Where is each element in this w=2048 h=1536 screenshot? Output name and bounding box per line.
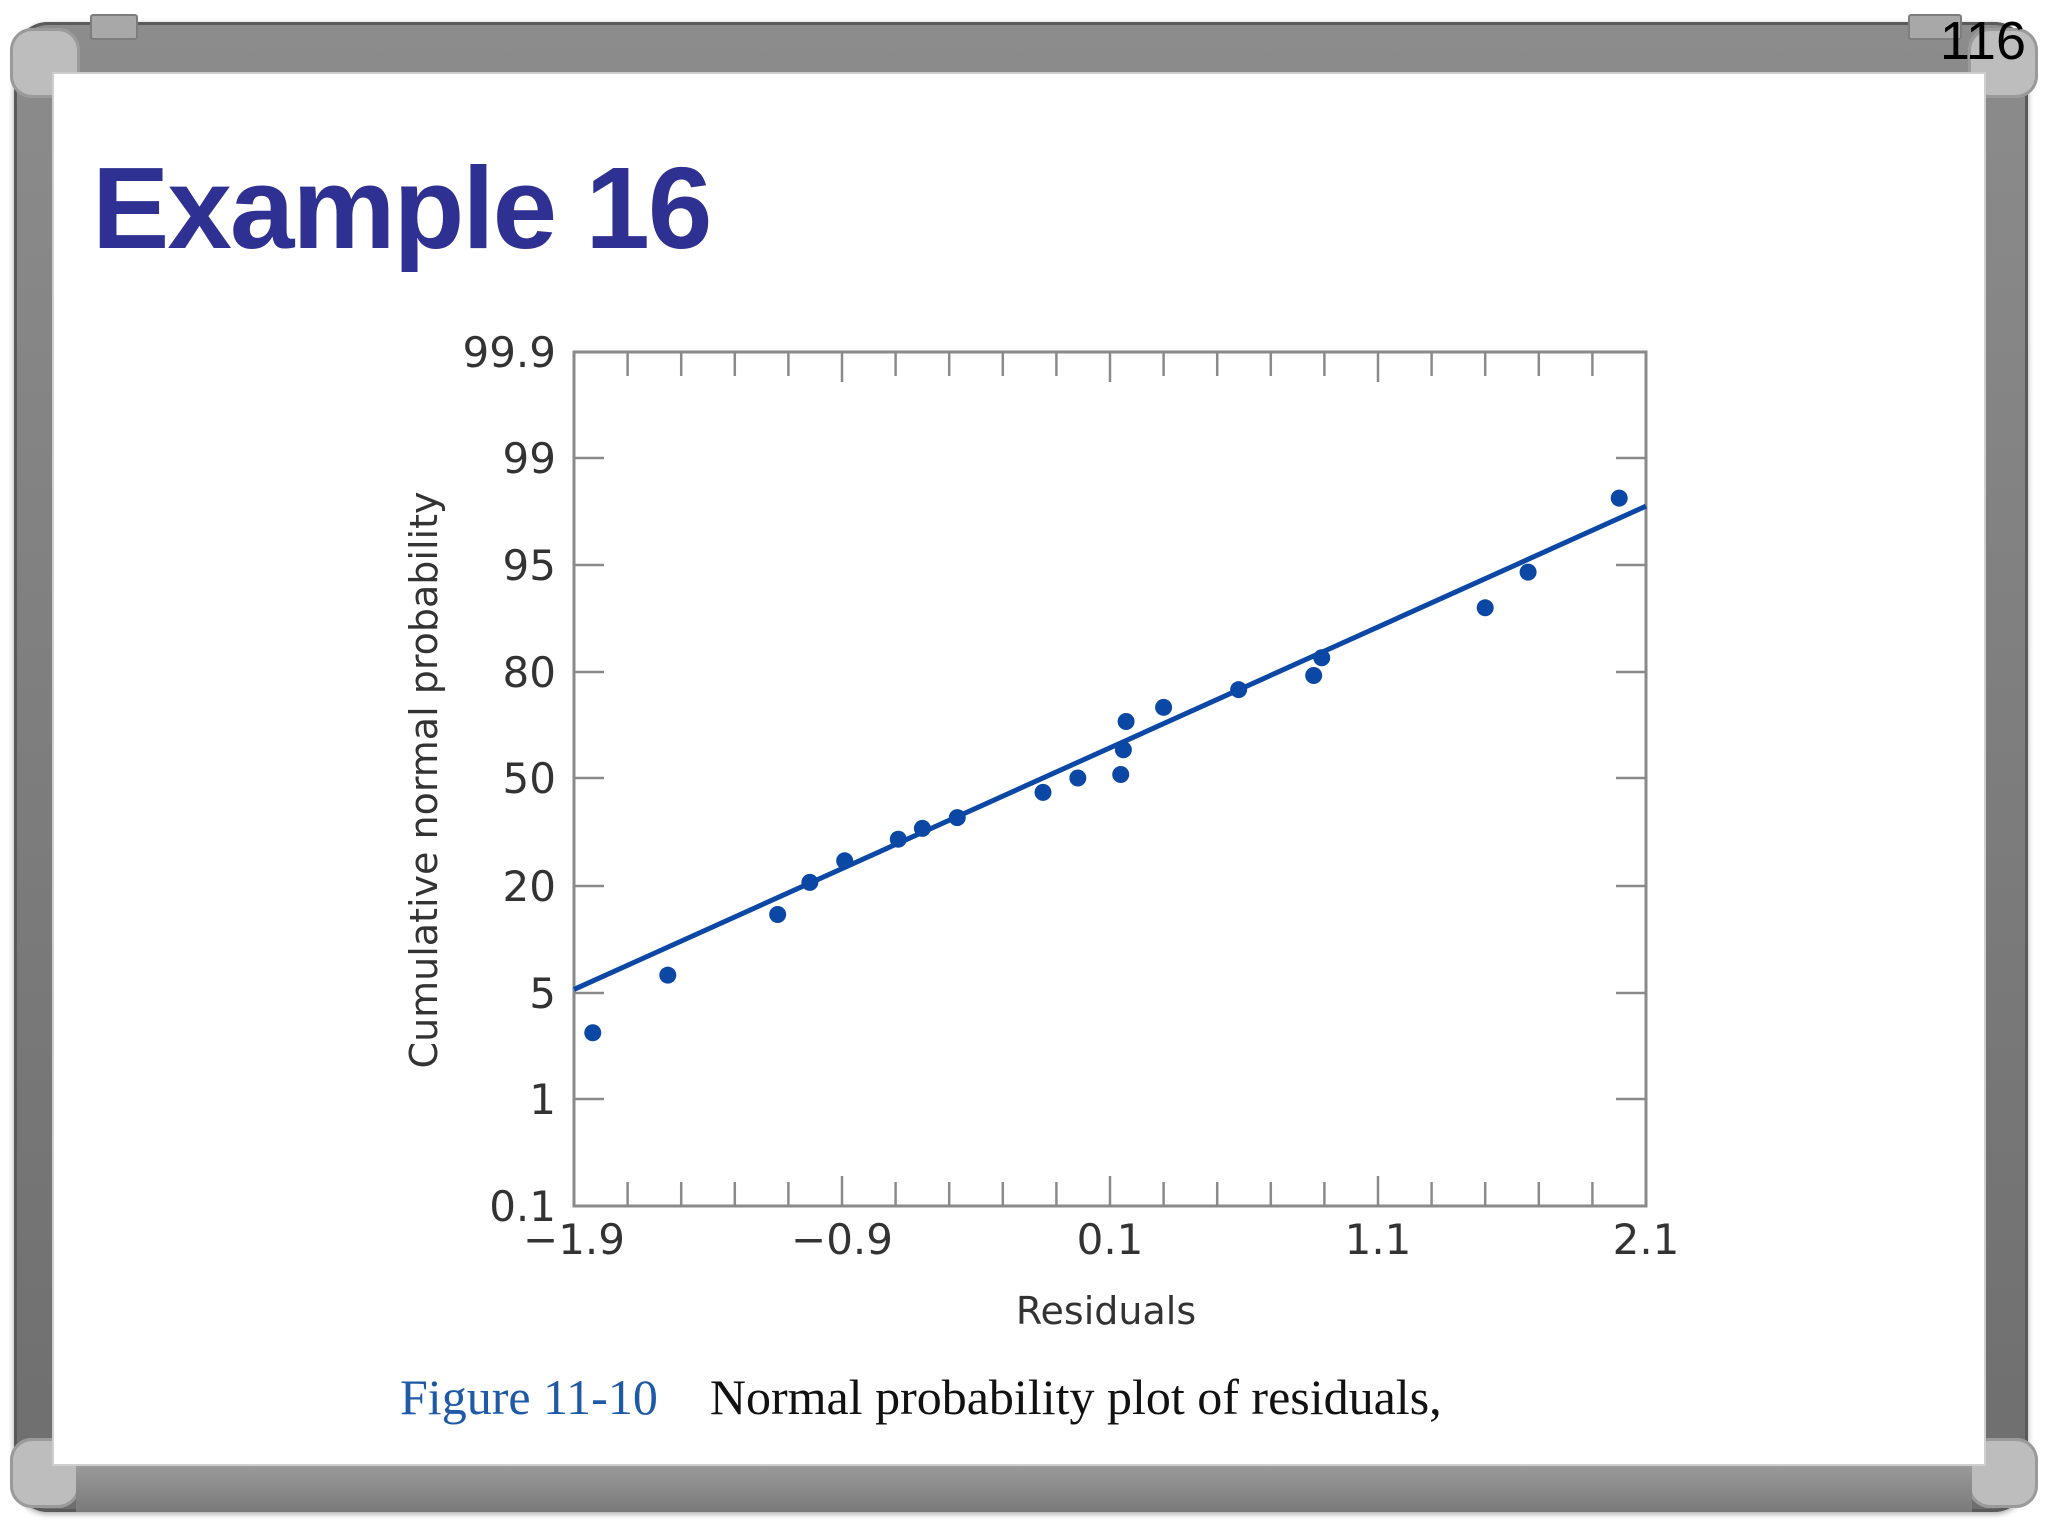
page-number: 116 bbox=[1939, 11, 2026, 71]
data-point bbox=[584, 1024, 602, 1042]
x-tick-label: 0.1 bbox=[1077, 1215, 1144, 1264]
data-point bbox=[1519, 563, 1537, 581]
data-point bbox=[801, 873, 819, 891]
data-point bbox=[1069, 769, 1087, 787]
x-tick-label: 2.1 bbox=[1613, 1215, 1680, 1264]
x-tick-label: 1.1 bbox=[1345, 1215, 1412, 1264]
data-point bbox=[1034, 783, 1052, 801]
slide-title: Example 16 bbox=[92, 143, 712, 273]
data-point bbox=[769, 906, 787, 924]
top-left-clip bbox=[90, 14, 138, 40]
y-tick-label: 99.9 bbox=[462, 328, 556, 377]
y-tick-label: 0.1 bbox=[489, 1182, 556, 1231]
y-tick-label: 5 bbox=[529, 969, 556, 1018]
fitted-line bbox=[572, 503, 1648, 992]
x-axis-title: Residuals bbox=[1016, 1289, 1196, 1333]
data-point bbox=[1114, 741, 1132, 759]
y-axis-title: Cumulative normal probability bbox=[402, 492, 446, 1069]
y-tick-label: 80 bbox=[503, 648, 556, 697]
figure-label: Figure 11-10 bbox=[400, 1369, 658, 1425]
y-tick-label: 95 bbox=[503, 541, 556, 590]
y-tick-label: 50 bbox=[503, 754, 556, 803]
slide-surface bbox=[52, 72, 1986, 1466]
data-point bbox=[948, 809, 966, 827]
y-tick-label: 20 bbox=[503, 862, 556, 911]
figure-caption: Figure 11-10 Normal probability plot of r… bbox=[400, 1368, 1442, 1426]
data-point bbox=[1313, 649, 1331, 667]
data-point bbox=[1117, 712, 1135, 730]
y-tick-label: 99 bbox=[503, 434, 556, 483]
data-point bbox=[1112, 765, 1130, 783]
x-tick-label: −1.9 bbox=[523, 1215, 625, 1264]
data-point bbox=[1305, 667, 1323, 685]
data-point bbox=[1230, 681, 1248, 699]
data-point bbox=[889, 830, 907, 848]
plot-frame bbox=[572, 350, 1648, 1208]
top-right-clip bbox=[1908, 14, 1962, 40]
x-tick-label: −0.9 bbox=[791, 1215, 893, 1264]
y-tick-label: 1 bbox=[529, 1075, 556, 1124]
data-point bbox=[659, 966, 677, 984]
data-point bbox=[836, 852, 854, 870]
data-point bbox=[1610, 489, 1628, 507]
data-point bbox=[1476, 599, 1494, 617]
data-point bbox=[1155, 698, 1173, 716]
figure-caption-text: Normal probability plot of residuals, bbox=[709, 1369, 1442, 1425]
marker-tray bbox=[76, 1466, 1972, 1512]
data-point bbox=[913, 819, 931, 837]
